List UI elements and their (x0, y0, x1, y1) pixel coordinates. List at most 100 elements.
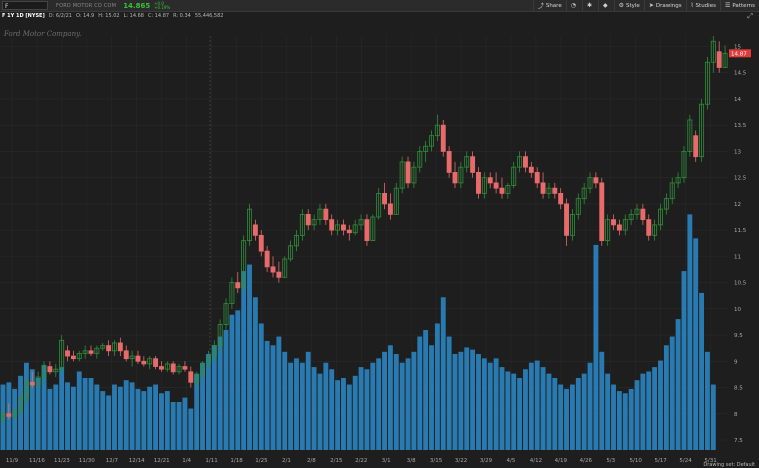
chart-title: F 1Y 1D [NYSE] (2, 13, 45, 19)
header-high: H: 15.02 (98, 13, 120, 19)
y-tick-label: 9.5 (734, 333, 743, 339)
candle-body (493, 182, 499, 189)
x-tick-label: 3/1 (382, 458, 391, 464)
volume-bar (229, 314, 235, 450)
volume-bar (176, 402, 182, 450)
candle-body (640, 208, 646, 221)
volume-bar (616, 391, 622, 450)
candle-body (153, 358, 159, 367)
x-tick-label: 2/22 (355, 458, 367, 464)
share-icon: ⤴ (537, 3, 544, 10)
candle-body (687, 119, 693, 152)
volume-bar (440, 297, 446, 450)
candle-body (317, 208, 323, 221)
candle-body (6, 413, 12, 417)
x-tick-label: 5/24 (679, 458, 692, 464)
x-tick-label: 12/14 (129, 458, 145, 464)
x-tick-label: 3/8 (407, 458, 416, 464)
volume-bar (112, 384, 117, 450)
candle-body (329, 219, 335, 231)
candle-body (141, 360, 147, 365)
expand-icon[interactable]: ⤢ (747, 12, 753, 20)
volume-bar (341, 378, 346, 450)
volume-bar (593, 244, 599, 450)
symbol-input[interactable]: F (2, 1, 48, 10)
x-tick-label: 11/9 (6, 458, 19, 464)
volume-bar (311, 367, 317, 450)
volume-bar (640, 373, 646, 450)
style-button[interactable]: ⚙ Style (613, 0, 644, 11)
candle-body (305, 213, 311, 226)
candle-body (370, 216, 376, 242)
x-tick-label: 4/12 (530, 458, 542, 464)
candle-body (628, 213, 634, 221)
candle-body (575, 198, 581, 215)
volume-bar (288, 362, 294, 450)
candle-body (229, 282, 235, 304)
y-tick-label: 8 (734, 412, 738, 418)
volume-bar (94, 384, 100, 450)
candle-body (129, 355, 135, 360)
candle-body (452, 172, 458, 184)
header-close: C: 14.87 (147, 13, 170, 19)
candle-body (358, 219, 364, 226)
y-tick-label: 11 (734, 254, 741, 260)
candle-body (511, 166, 517, 186)
x-tick-label: 2/8 (307, 458, 316, 464)
volume-bar (499, 367, 505, 450)
candle-body (599, 182, 605, 242)
candle-body (481, 177, 487, 194)
x-tick-label: 12/7 (106, 458, 119, 464)
volume-bar (710, 384, 716, 450)
volume-bar (446, 336, 452, 450)
alert-icon: ◔ (570, 2, 576, 9)
x-tick-label: 1/25 (255, 458, 268, 464)
settings-button[interactable]: ✱ (581, 0, 598, 11)
drawings-button[interactable]: ➤ Drawings (643, 0, 686, 11)
chart-header: F 1Y 1D [NYSE] D: 6/2/21 O: 14.9 H: 15.0… (0, 12, 227, 20)
candle-body (182, 366, 188, 370)
volume-bar (370, 362, 376, 450)
volume-bar (305, 351, 311, 450)
candle-body (205, 355, 211, 365)
candle-body (29, 381, 35, 386)
candle-body (429, 135, 434, 147)
candle-body (288, 245, 294, 260)
volume-bar (705, 351, 710, 450)
drawing-tool-button[interactable]: ◆ (597, 0, 614, 11)
volume-bar (294, 358, 299, 450)
volume-bar (329, 369, 335, 450)
candle-body (569, 213, 575, 236)
volume-bar (82, 378, 88, 450)
volume-bar (47, 388, 53, 450)
volume-bar (599, 351, 605, 450)
candle-body (247, 208, 252, 242)
volume-bar (194, 373, 200, 450)
candle-body (675, 177, 681, 184)
candle-body (423, 145, 429, 152)
top-bar: F FORD MOTOR CO COM 14.865 +0.0 +0.19% (0, 0, 759, 12)
share-button[interactable]: ⤴ Share (532, 0, 566, 11)
candle-body (41, 366, 47, 378)
y-tick-label: 13.5 (734, 123, 747, 129)
candle-body (211, 345, 217, 357)
candle-body (646, 219, 652, 236)
candle-body (470, 156, 476, 173)
patterns-button[interactable]: ☰ Patterns (719, 0, 759, 11)
candle-body (393, 187, 399, 215)
volume-bar (434, 323, 440, 450)
volume-bar (552, 378, 558, 450)
y-tick-label: 13 (734, 149, 741, 155)
status-text: Drawing set: Default (703, 462, 755, 468)
volume-bar (35, 378, 41, 450)
candle-body (376, 193, 382, 218)
studies-button[interactable]: ⌇ Studies (685, 0, 720, 11)
candle-body (346, 229, 352, 234)
alert-button[interactable]: ◔ (565, 0, 582, 11)
candle-body (59, 339, 65, 370)
chart-toolbar: ⤴ Share ◔ ✱ ◆ ⚙ Style ➤ Drawings ⌇ Studies ☰… (532, 0, 759, 11)
candle-body (299, 213, 305, 236)
candle-body (634, 208, 640, 215)
volume-bar (258, 323, 264, 450)
